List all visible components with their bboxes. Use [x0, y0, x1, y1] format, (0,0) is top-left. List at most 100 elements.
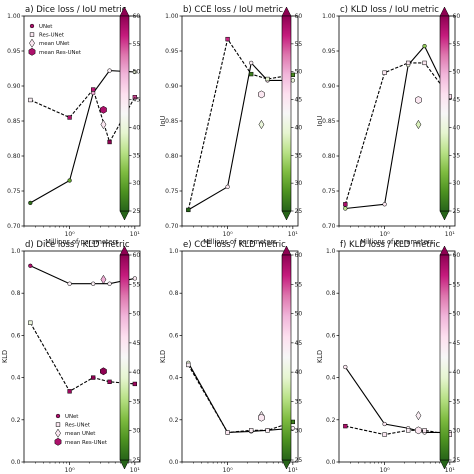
colorbar-tick-label: 30: [295, 180, 303, 187]
data-point-unet: [422, 43, 427, 49]
colorbar-tick-label: 40: [295, 124, 303, 131]
y-tick-label: 0.0: [169, 459, 179, 466]
y-tick-label: 0.4: [169, 375, 179, 382]
data-point-mean-unet: [100, 274, 107, 285]
colorbar-tick-label: 55: [295, 41, 303, 48]
y-axis-label: IoU: [159, 115, 167, 126]
colorbar-tick-label: 60: [295, 13, 303, 20]
x-tick-label: 10¹: [445, 231, 456, 238]
panel-title: f) KLD loss / KLD metric: [340, 240, 441, 250]
colorbar-tick-label: 50: [295, 69, 303, 76]
data-point-unet: [382, 421, 387, 427]
panel-title: e) CCE loss / KLD metric: [183, 240, 286, 250]
data-point-res-unet: [406, 60, 411, 66]
colorbar-tick-label: 50: [133, 311, 141, 318]
x-axis-label: Millions of parameters: [360, 238, 434, 246]
legend-marker-res-unet: [55, 422, 61, 427]
legend-label: mean UNet: [65, 431, 95, 437]
y-axis-label: KLD: [316, 350, 324, 363]
x-tick-label: 10⁰: [65, 467, 76, 474]
legend: UNet Res-UNet mean UNet mean Res-UNet: [28, 23, 81, 56]
panel-title: d) Dice loss / KLD metric: [25, 240, 130, 250]
colorbar-body: [281, 254, 292, 461]
series-line-unet: [30, 70, 135, 204]
x-tick-label: 10¹: [130, 467, 141, 474]
y-tick-label: 1.0: [326, 248, 336, 255]
data-point-res-unet: [28, 320, 33, 325]
series-line-res-unet: [344, 62, 451, 205]
legend-label: Res-UNet: [39, 33, 64, 39]
colorbar-tick-label: 30: [453, 428, 461, 435]
y-tick-label: 1.0: [11, 248, 21, 255]
colorbar-extend-bottom: [439, 210, 450, 221]
data-point-mean-unet: [100, 119, 107, 130]
y-axis-label: IoU: [316, 115, 324, 126]
data-point-res-unet: [67, 389, 72, 394]
data-point-unet: [91, 281, 96, 286]
colorbar-tick-label: 45: [133, 340, 141, 347]
data-point-res-unet: [225, 430, 230, 435]
legend-marker-mean-unet: [55, 428, 61, 438]
colorbar-tick-label: 25: [133, 208, 141, 215]
y-tick-label: 0.75: [7, 188, 21, 195]
data-point-res-unet: [290, 419, 295, 425]
axes-frame: [23, 250, 141, 463]
legend-marker-unet: [29, 23, 35, 29]
legend-label: UNet: [39, 24, 52, 30]
x-tick-label: 10¹: [445, 467, 456, 474]
y-tick-label: 0.4: [11, 375, 21, 382]
colorbar: 25 30 35 40 45 50 55 60: [281, 6, 303, 221]
data-point-unet: [132, 276, 137, 281]
series-line-unet: [344, 366, 450, 434]
y-tick-label: 0.2: [169, 417, 179, 424]
colorbar-tick-label: 60: [453, 13, 461, 20]
data-point-res-unet: [343, 423, 348, 429]
colorbar-tick-label: 50: [453, 69, 461, 76]
data-point-mean-res-unet: [100, 367, 107, 376]
axes-frame: [338, 250, 456, 463]
data-point-res-unet: [186, 207, 191, 213]
legend-label: Res-UNet: [65, 423, 90, 429]
data-point-res-unet: [249, 71, 254, 77]
data-point-res-unet: [249, 428, 254, 433]
data-point-unet: [249, 60, 254, 66]
y-tick-label: 0.8: [11, 290, 21, 297]
colorbar-extend-top: [439, 245, 450, 256]
y-tick-label: 0.4: [326, 375, 336, 382]
series-line-res-unet: [187, 37, 293, 211]
data-point-res-unet: [382, 432, 387, 437]
data-point-mean-res-unet: [100, 105, 107, 114]
colorbar-tick-label: 25: [453, 208, 461, 215]
colorbar-body: [281, 15, 292, 212]
series-line-res-unet: [345, 425, 450, 436]
colorbar-extend-bottom: [281, 210, 292, 221]
panel-d: d) Dice loss / KLD metric 0.0 0.2 0.4 0.6 0.8…: [1, 240, 140, 474]
y-tick-label: 0.8: [169, 290, 179, 297]
series-line-res-unet: [29, 322, 135, 393]
colorbar-tick-label: 25: [295, 457, 303, 464]
data-point-unet: [67, 281, 72, 286]
colorbar-tick-label: 55: [295, 281, 303, 288]
y-tick-label: 0.95: [7, 48, 21, 55]
data-point-unet: [132, 69, 137, 75]
colorbar-tick-label: 60: [133, 252, 141, 259]
data-point-mean-unet: [258, 119, 265, 130]
colorbar-tick-label: 45: [453, 340, 461, 347]
y-tick-label: 0.6: [169, 332, 179, 339]
data-point-unet: [290, 78, 295, 83]
legend-label: mean Res-UNet: [65, 440, 107, 446]
data-point-unet: [225, 184, 230, 189]
y-tick-label: 0.70: [322, 223, 336, 230]
panel-e: e) CCE loss / KLD metric 0.0 0.2 0.4 0.6 0.8 1…: [159, 240, 302, 474]
data-point-unet: [28, 200, 33, 206]
data-point-mean-res-unet: [258, 413, 265, 422]
y-tick-label: 0.70: [165, 223, 179, 230]
y-tick-label: 0.80: [7, 153, 21, 160]
x-tick-label: 10¹: [288, 231, 299, 238]
colorbar-tick-label: 45: [295, 340, 303, 347]
data-point-res-unet: [91, 375, 96, 380]
y-tick-label: 0.75: [322, 188, 336, 195]
colorbar-tick-label: 35: [453, 398, 461, 405]
colorbar: 25 30 35 40 45 50 55 60: [119, 6, 141, 221]
colorbar-tick-label: 55: [453, 281, 461, 288]
